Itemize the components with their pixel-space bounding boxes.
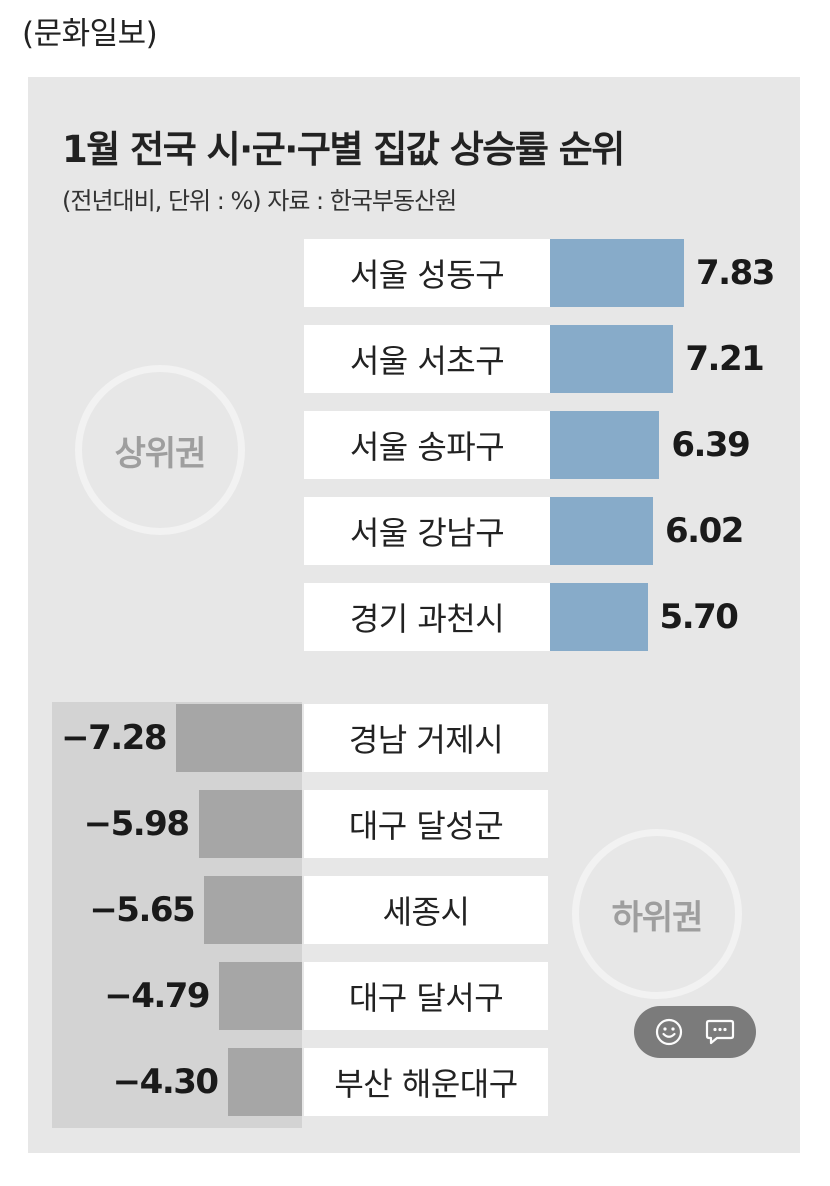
chat-bubble-icon[interactable] [704,1017,736,1047]
top-bar [550,411,660,479]
bottom-bar [176,704,302,772]
top-bar [550,583,648,651]
top-bar-value-label: 6.39 [671,425,750,465]
source-credit: (문화일보) [22,16,158,52]
top-row-name: 서울 강남구 [304,497,550,565]
bottom-row-name: 세종시 [304,876,548,944]
bottom-bar-value-label: −7.28 [61,718,167,758]
bottom-group-label-text: 하위권 [611,897,704,938]
bottom-bar-value-label: −4.79 [104,976,210,1016]
bottom-bar-value-label: −4.30 [112,1062,219,1102]
chart-subtitle: (전년대비, 단위 : %) 자료 : 한국부동산원 [62,187,457,215]
bottom-bar [219,962,302,1030]
top-bar [550,497,654,565]
bottom-row-name: 대구 달서구 [304,962,548,1030]
top-bar [550,325,674,393]
top-row-name: 서울 서초구 [304,325,550,393]
top-bar-value-label: 7.21 [685,339,764,379]
bottom-bar [204,876,302,944]
top-row-name: 경기 과천시 [304,583,550,651]
bottom-bar [227,1048,302,1116]
top-row-name: 서울 성동구 [304,239,550,307]
bottom-bar-value-label: −5.98 [83,804,190,844]
bottom-row-name: 대구 달성군 [304,790,548,858]
chart-panel: 1월 전국 시·군·구별 집값 상승률 순위 (전년대비, 단위 : %) 자료… [28,77,800,1153]
top-bar [550,239,684,307]
bottom-bar [198,790,302,858]
reaction-widget[interactable] [634,1006,756,1058]
smile-icon[interactable] [654,1017,684,1047]
bottom-row-name: 부산 해운대구 [304,1048,548,1116]
top-bar-value-label: 7.83 [696,253,775,293]
top-bar-value-label: 6.02 [665,511,744,551]
bottom-row-name: 경남 거제시 [304,704,548,772]
top-group-label-text: 상위권 [114,433,207,474]
top-bar-value-label: 5.70 [659,597,739,637]
top-row-name: 서울 송파구 [304,411,550,479]
chart-title: 1월 전국 시·군·구별 집값 상승률 순위 [62,128,625,171]
top-group-label: 상위권 [75,365,245,535]
bottom-group-label: 하위권 [572,829,742,999]
bottom-bar-value-label: −5.65 [89,890,195,930]
